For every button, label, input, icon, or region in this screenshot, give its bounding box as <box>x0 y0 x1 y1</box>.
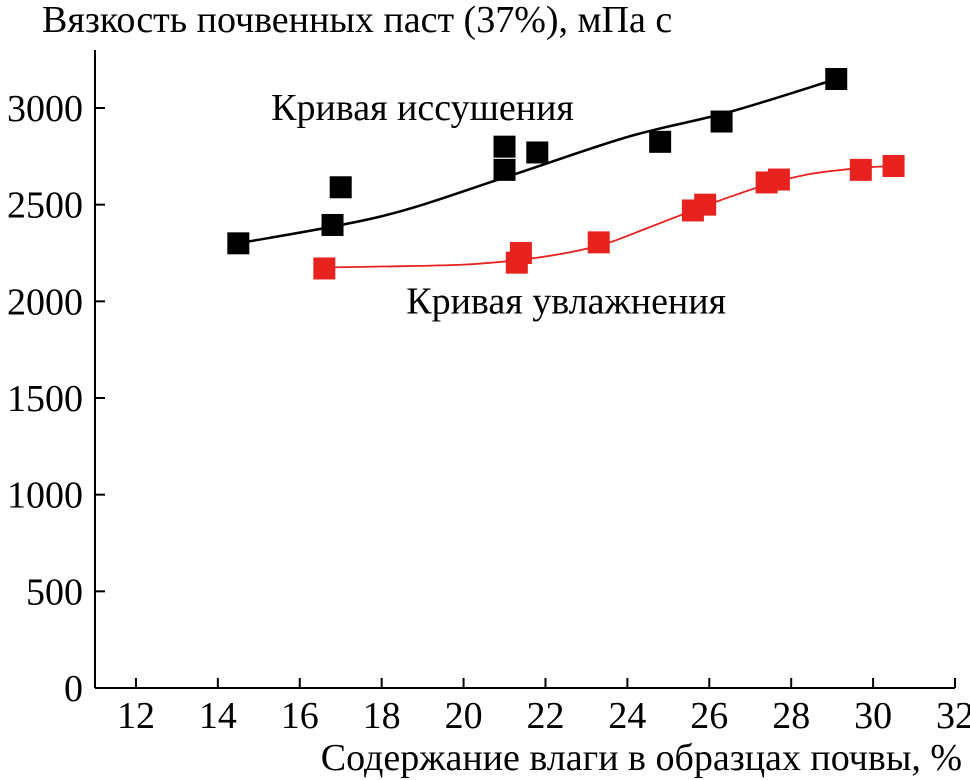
wetting-data-point <box>313 257 336 280</box>
drying-fit-line <box>238 77 837 245</box>
x-tick-label: 12 <box>117 695 155 737</box>
x-tick-label: 28 <box>772 695 810 737</box>
y-axis-title: Вязкость почвенных паст (37%), мПа с <box>42 0 672 41</box>
y-tick-label: 500 <box>26 571 83 613</box>
x-axis-title: Содержание влаги в образцах почвы, % <box>321 737 962 779</box>
y-tick-label: 2500 <box>7 185 83 227</box>
axes: 0 500 1000 1500 2000 2500 3000 12 14 16 18 20 22 24 26… <box>7 50 970 737</box>
wetting-data-point <box>694 193 717 216</box>
drying-data-point <box>329 176 352 199</box>
x-tick-label: 16 <box>281 695 319 737</box>
wetting-curve-label: Кривая увлажнения <box>406 280 726 322</box>
wetting-data-point <box>882 155 905 177</box>
x-tick-label: 22 <box>526 695 564 737</box>
drying-data-point <box>321 213 344 236</box>
wetting-fit-line <box>324 165 894 269</box>
fit-lines <box>238 77 894 269</box>
x-tick-label: 14 <box>199 695 237 737</box>
drying-data-point <box>526 141 549 164</box>
y-tick-label: 1000 <box>7 475 83 517</box>
wetting-data-point <box>849 158 872 181</box>
y-tick-label: 3000 <box>7 88 83 130</box>
y-tick-label: 2000 <box>7 281 83 323</box>
x-tick-label: 30 <box>854 695 892 737</box>
drying-data-point <box>649 130 672 153</box>
drying-data-point <box>493 158 516 181</box>
x-tick-label: 24 <box>608 695 646 737</box>
wetting-data-point <box>509 242 532 264</box>
x-tick-label: 32 <box>936 695 970 737</box>
drying-data-point <box>493 135 516 158</box>
drying-data-point <box>825 68 848 90</box>
drying-data-point <box>227 232 250 255</box>
drying-data-point <box>710 110 733 133</box>
wetting-data-point <box>587 231 610 254</box>
data-markers <box>227 68 905 280</box>
x-tick-label: 18 <box>363 695 401 737</box>
y-tick-label: 0 <box>64 668 83 710</box>
wetting-data-point <box>767 168 790 191</box>
annotations: Кривая иссушения Кривая увлажнения <box>271 87 726 322</box>
x-tick-label: 26 <box>690 695 728 737</box>
x-tick-label: 20 <box>445 695 483 737</box>
y-tick-label: 1500 <box>7 378 83 420</box>
drying-curve-label: Кривая иссушения <box>271 87 574 129</box>
